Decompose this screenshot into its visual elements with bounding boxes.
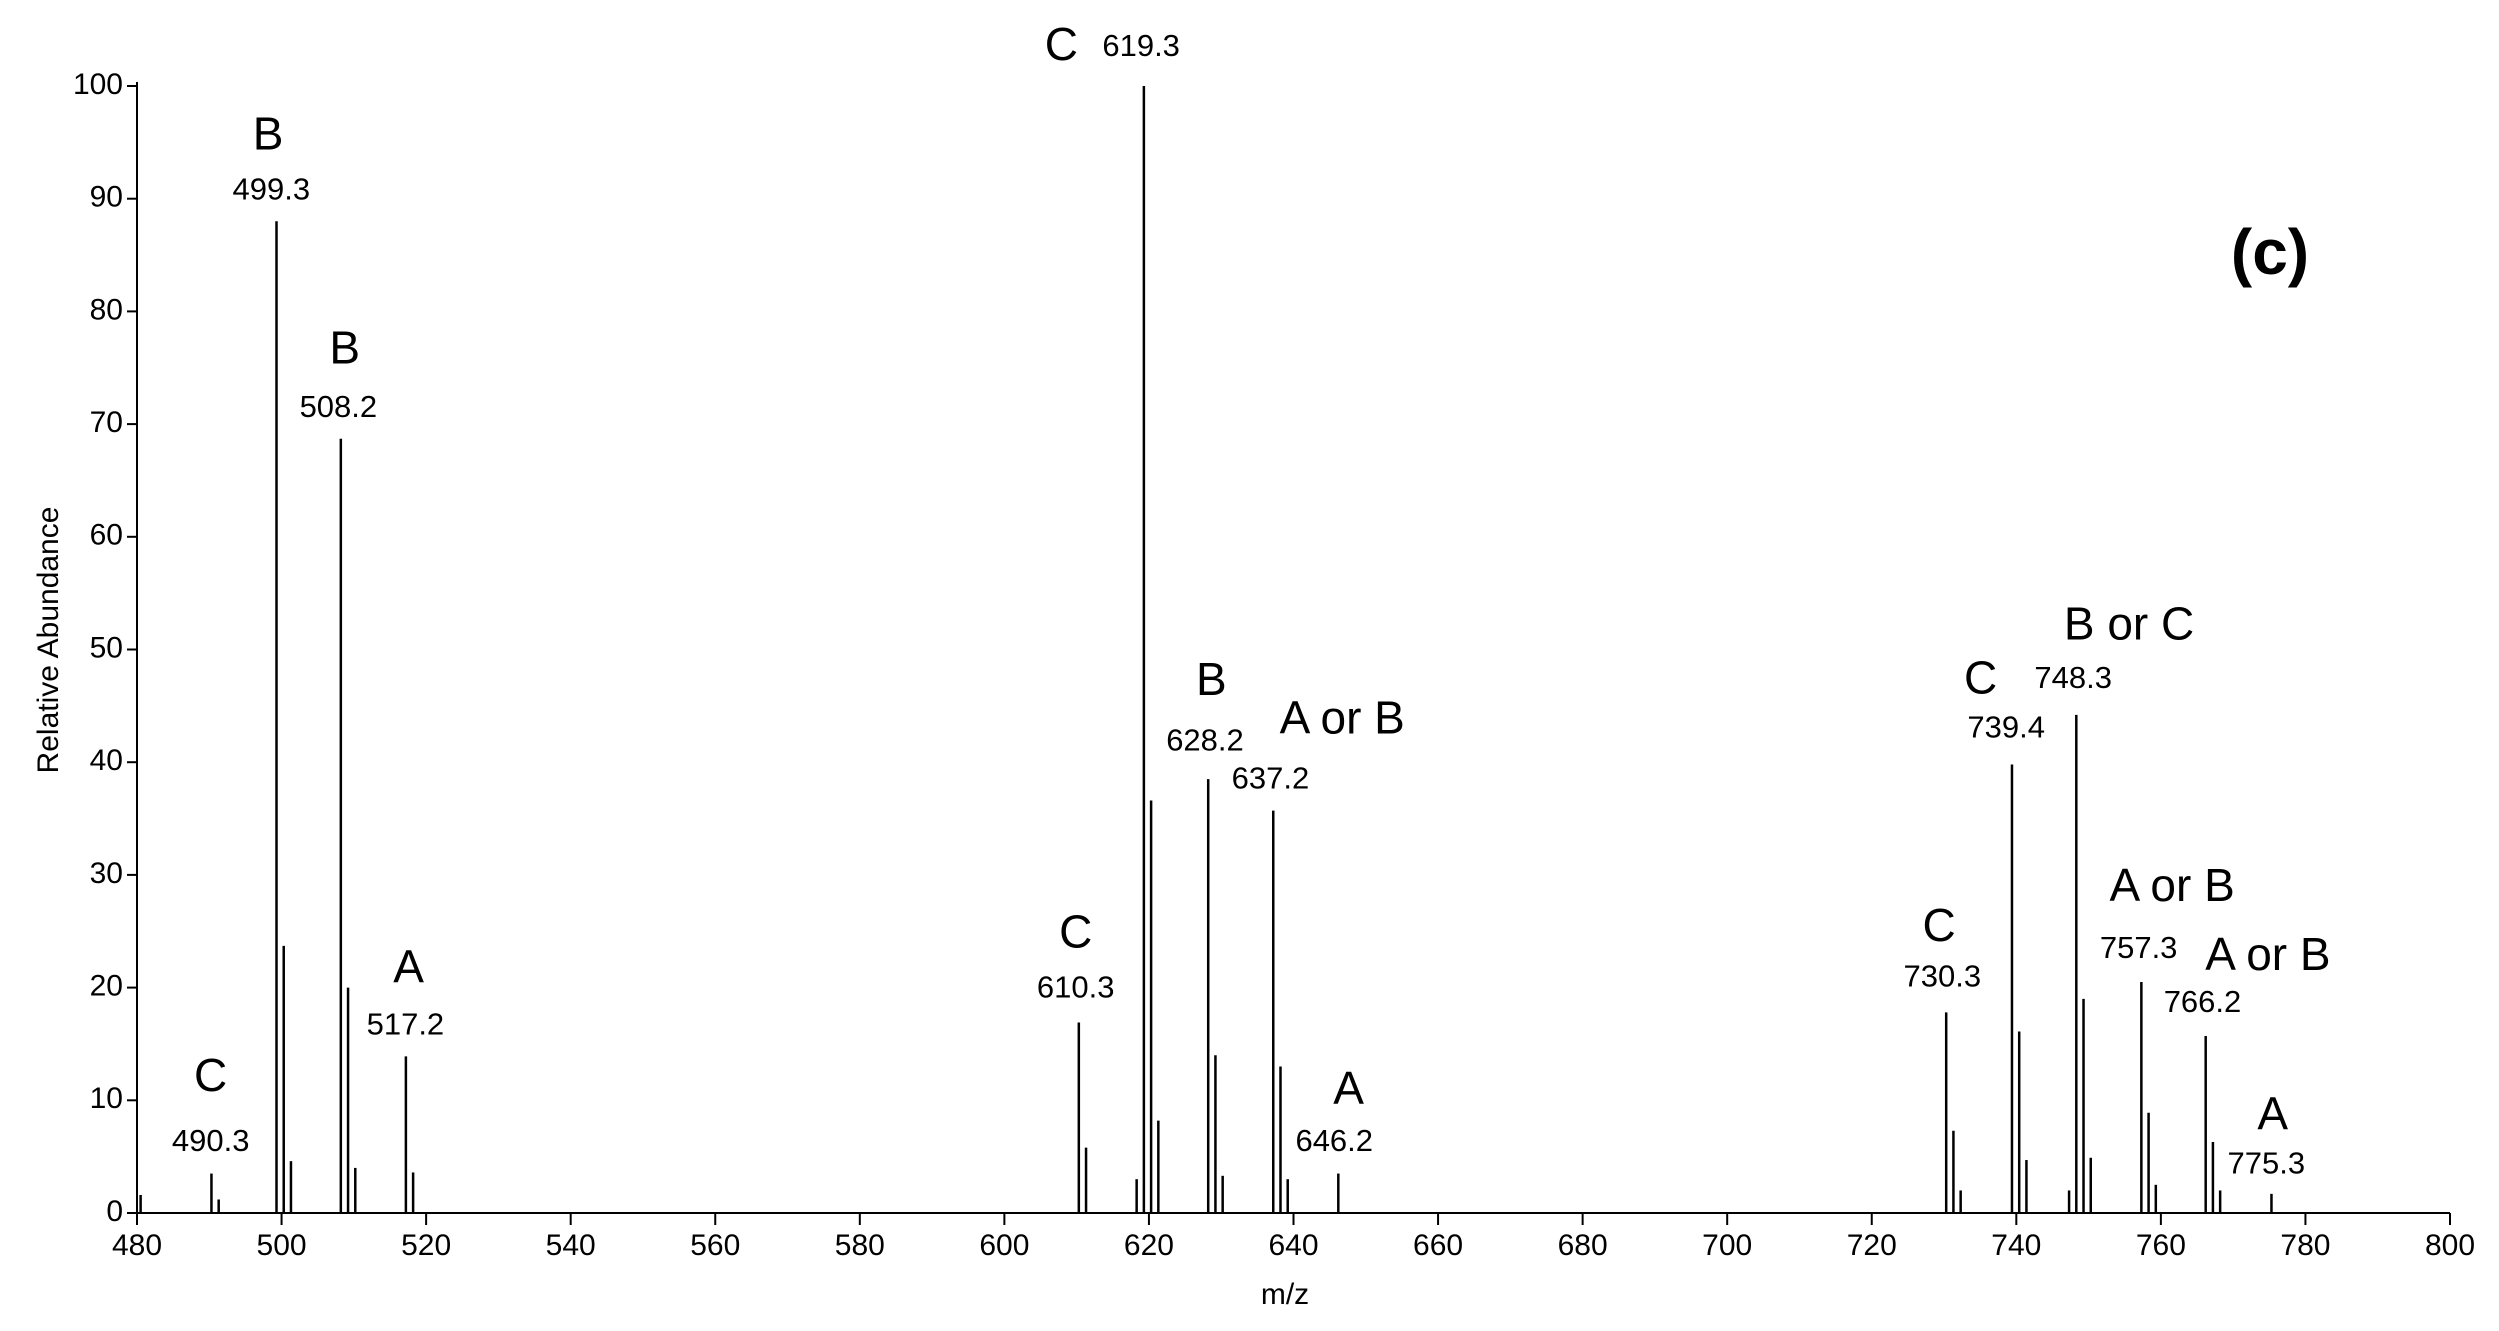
peak-mz-label: 775.3 [2228, 1145, 2306, 1180]
x-tick-label: 540 [546, 1229, 596, 1262]
peak-mz-label: 730.3 [1904, 959, 1982, 994]
x-tick-label: 760 [2136, 1229, 2186, 1262]
peak-mz-label: 490.3 [172, 1123, 250, 1158]
y-tick-label: 100 [73, 68, 123, 101]
peak-mz-label: 610.3 [1037, 970, 1115, 1005]
peak-ion-label: A or B [1280, 692, 1405, 744]
peak-ion-label: A or B [2205, 928, 2330, 980]
x-tick-label: 780 [2280, 1229, 2330, 1262]
peak-mz-label: 739.4 [1967, 710, 2045, 745]
x-axis-label: m/z [1261, 1278, 1309, 1311]
y-tick-label: 60 [90, 519, 123, 552]
x-tick-label: 640 [1268, 1229, 1318, 1262]
x-tick-label: 480 [112, 1229, 162, 1262]
x-tick-label: 660 [1413, 1229, 1463, 1262]
y-tick-label: 80 [90, 293, 123, 326]
y-tick-label: 90 [90, 181, 123, 214]
y-axis-label: Relative Abundance [32, 507, 65, 774]
peak-mz-label: 499.3 [233, 172, 311, 207]
peak-mz-label: 757.3 [2100, 930, 2178, 965]
peak-ion-label: B [253, 107, 284, 159]
peak-ion-label: B [329, 321, 360, 373]
x-tick-label: 580 [835, 1229, 885, 1262]
peak-mz-label: 766.2 [2164, 984, 2242, 1019]
peak-mz-label: 508.2 [300, 389, 378, 424]
x-tick-label: 600 [979, 1229, 1029, 1262]
x-tick-label: 620 [1124, 1229, 1174, 1262]
peak-ion-label: B or C [2064, 597, 2194, 649]
x-tick-label: 800 [2425, 1229, 2475, 1262]
y-tick-label: 40 [90, 744, 123, 777]
peak-mz-label: 619.3 [1102, 28, 1180, 63]
x-tick-label: 560 [690, 1229, 740, 1262]
peak-ion-label: A [2257, 1087, 2288, 1139]
peak-mz-label: 517.2 [367, 1006, 445, 1041]
peak-ion-label: C [1923, 899, 1956, 951]
peak-mz-label: 646.2 [1295, 1123, 1373, 1158]
peak-ion-label: A [1333, 1062, 1364, 1114]
y-tick-label: 50 [90, 631, 123, 664]
peak-ion-label: A or B [2110, 859, 2235, 911]
x-tick-label: 700 [1702, 1229, 1752, 1262]
peak-ion-label: A [393, 941, 424, 993]
y-tick-label: 30 [90, 857, 123, 890]
chart-title: (c) [2231, 216, 2309, 288]
peak-ion-label: B [1196, 653, 1227, 705]
x-tick-label: 720 [1847, 1229, 1897, 1262]
x-tick-label: 680 [1558, 1229, 1608, 1262]
peak-ion-label: C [1059, 905, 1092, 957]
peak-mz-label: 748.3 [2034, 660, 2112, 695]
y-tick-label: 10 [90, 1082, 123, 1115]
x-tick-label: 520 [401, 1229, 451, 1262]
y-tick-label: 0 [106, 1195, 123, 1228]
x-tick-label: 740 [1991, 1229, 2041, 1262]
y-tick-label: 70 [90, 406, 123, 439]
peak-mz-label: 637.2 [1232, 761, 1310, 796]
peak-ion-label: C [1964, 652, 1997, 704]
peak-ion-label: C [194, 1049, 227, 1101]
peak-mz-label: 628.2 [1166, 722, 1244, 757]
x-tick-label: 500 [257, 1229, 307, 1262]
peak-ion-label: C [1045, 18, 1078, 70]
y-tick-label: 20 [90, 970, 123, 1003]
